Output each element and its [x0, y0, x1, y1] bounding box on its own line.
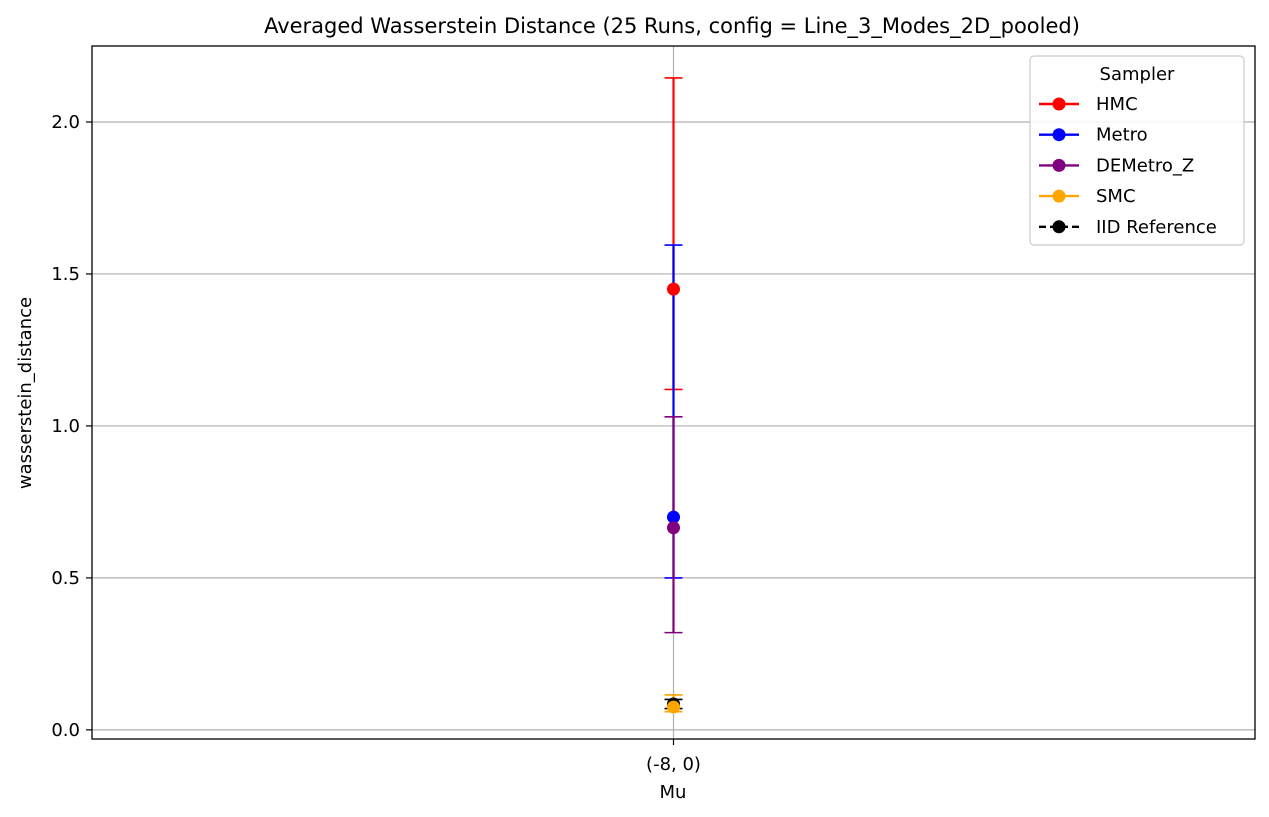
data-point-metro: [667, 510, 680, 524]
y-tick-label: 0.5: [51, 568, 80, 589]
y-tick-label: 0.0: [51, 720, 80, 741]
chart-title: Averaged Wasserstein Distance (25 Runs, …: [264, 14, 1080, 39]
legend-label-hmc: HMC: [1096, 94, 1138, 115]
data-point-demetro-z: [667, 521, 680, 535]
y-axis-label: wasserstein_distance: [15, 297, 36, 489]
data-point-smc: [667, 700, 680, 714]
legend-label-iid-reference: IID Reference: [1096, 217, 1217, 238]
x-axis-label: Mu: [660, 782, 687, 803]
legend-label-demetro-z: DEMetro_Z: [1096, 155, 1194, 176]
legend-title: Sampler: [1100, 64, 1175, 85]
y-tick-label: 1.0: [51, 416, 80, 437]
data-point-hmc: [667, 282, 680, 296]
x-axis: (-8, 0): [646, 739, 701, 775]
plot-marks: [664, 77, 683, 714]
legend-label-smc: SMC: [1096, 186, 1136, 207]
legend: Sampler HMC Metro DEMetro_Z SMC IID Reference: [1029, 55, 1245, 246]
y-tick-label: 1.5: [51, 264, 80, 285]
legend-marker-metro: [1052, 128, 1066, 142]
legend-marker-demetro-z: [1052, 158, 1066, 172]
y-axis: 0.0 0.5 1.0 1.5 2.0: [51, 112, 92, 741]
legend-box: [1029, 55, 1245, 246]
legend-marker-hmc: [1052, 97, 1066, 111]
x-tick-label: (-8, 0): [646, 754, 701, 775]
plot-frame: [91, 45, 1256, 740]
legend-label-metro: Metro: [1096, 125, 1148, 146]
legend-marker-iid-reference: [1052, 220, 1066, 234]
y-tick-label: 2.0: [51, 112, 80, 133]
legend-marker-smc: [1052, 189, 1066, 203]
